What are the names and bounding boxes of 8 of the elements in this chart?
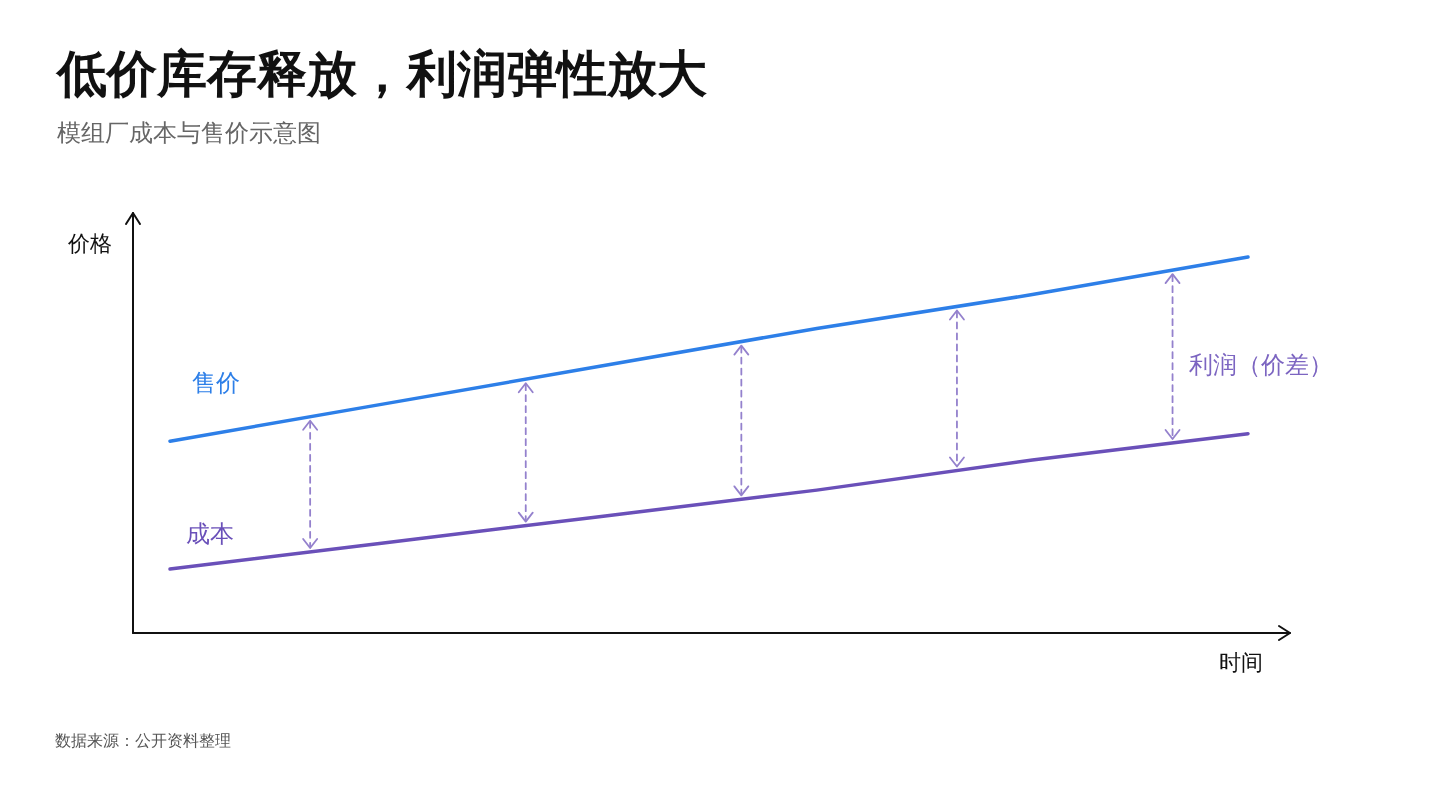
chart-title: 低价库存释放，利润弹性放大 [55,45,707,103]
x-axis-title: 时间 [1219,649,1263,675]
chart-subtitle: 模组厂成本与售价示意图 [57,119,321,147]
annotation: 利润（价差） [1188,350,1333,379]
source-note: 数据来源：公开资料整理 [55,730,231,750]
series-label: 售价 [192,369,240,398]
series-label: 成本 [186,520,234,549]
y-axis-title: 价格 [67,230,112,256]
